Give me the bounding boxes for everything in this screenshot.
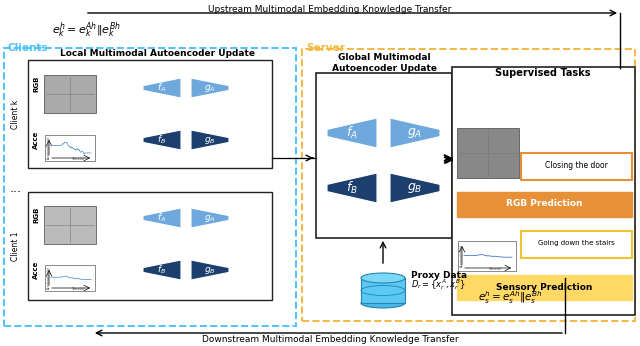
Text: ...: ... xyxy=(10,182,22,194)
Text: $g_A$: $g_A$ xyxy=(204,212,216,224)
Text: $f_A$: $f_A$ xyxy=(157,82,166,94)
Text: $f_A$: $f_A$ xyxy=(346,125,358,141)
Text: Downstream Multimodal Embedding Knowledge Transfer: Downstream Multimodal Embedding Knowledg… xyxy=(202,336,458,345)
Text: $D_r = \{x_r^A, x_r^B\}$: $D_r = \{x_r^A, x_r^B\}$ xyxy=(411,277,465,292)
Text: $g_A$: $g_A$ xyxy=(204,82,216,93)
FancyBboxPatch shape xyxy=(316,73,452,238)
Polygon shape xyxy=(143,208,181,228)
Text: $f_B$: $f_B$ xyxy=(346,180,358,196)
Text: Supervised Tasks: Supervised Tasks xyxy=(495,68,591,78)
Ellipse shape xyxy=(361,273,405,283)
Text: Acce: Acce xyxy=(33,131,39,149)
FancyBboxPatch shape xyxy=(456,274,632,300)
FancyBboxPatch shape xyxy=(45,265,95,291)
FancyBboxPatch shape xyxy=(452,67,635,315)
Text: $g_B$: $g_B$ xyxy=(204,135,216,146)
Polygon shape xyxy=(390,118,440,148)
Text: Upstream Multimodal Embedding Knowledge Transfer: Upstream Multimodal Embedding Knowledge … xyxy=(208,5,452,14)
Text: Acce: Acce xyxy=(33,261,39,279)
Polygon shape xyxy=(143,78,181,98)
FancyBboxPatch shape xyxy=(458,241,516,271)
Text: Server: Server xyxy=(306,43,345,53)
Polygon shape xyxy=(191,260,229,280)
Text: RGB Prediction: RGB Prediction xyxy=(506,200,582,209)
FancyBboxPatch shape xyxy=(28,192,272,300)
FancyBboxPatch shape xyxy=(45,135,95,161)
Text: Client 1: Client 1 xyxy=(12,231,20,261)
Polygon shape xyxy=(191,78,229,98)
FancyBboxPatch shape xyxy=(44,206,96,244)
Polygon shape xyxy=(390,173,440,203)
Polygon shape xyxy=(191,130,229,150)
Polygon shape xyxy=(327,118,377,148)
Text: $g_B$: $g_B$ xyxy=(407,181,422,195)
Text: RGB: RGB xyxy=(33,76,39,92)
Text: Clients: Clients xyxy=(8,43,49,53)
Text: $g_B$: $g_B$ xyxy=(204,264,216,275)
Text: Acceleration(g): Acceleration(g) xyxy=(47,267,51,289)
FancyBboxPatch shape xyxy=(28,60,272,168)
Text: Time(s): Time(s) xyxy=(488,267,501,271)
Text: Closing the door: Closing the door xyxy=(545,161,607,170)
Text: Time(s): Time(s) xyxy=(71,157,84,161)
Text: Going down the stairs: Going down the stairs xyxy=(538,240,614,246)
Text: $f_B$: $f_B$ xyxy=(157,264,166,276)
Text: RGB: RGB xyxy=(33,207,39,223)
Text: $e_k^h = e_k^{Ah} \| e_k^{Bh}$: $e_k^h = e_k^{Ah} \| e_k^{Bh}$ xyxy=(52,20,121,40)
Text: $f_A$: $f_A$ xyxy=(157,212,166,224)
Text: Client k: Client k xyxy=(12,99,20,129)
Text: Acceleration(g): Acceleration(g) xyxy=(460,245,463,267)
FancyBboxPatch shape xyxy=(520,153,632,180)
FancyBboxPatch shape xyxy=(361,278,405,303)
Text: Time(s): Time(s) xyxy=(71,287,84,291)
Polygon shape xyxy=(143,260,181,280)
Text: Local Multimodal Autoencoder Update: Local Multimodal Autoencoder Update xyxy=(61,48,255,57)
Text: Proxy Data: Proxy Data xyxy=(411,271,467,280)
Ellipse shape xyxy=(361,298,405,308)
FancyBboxPatch shape xyxy=(457,128,519,178)
Text: Global Multimodal
Autoencoder Update: Global Multimodal Autoencoder Update xyxy=(332,53,436,73)
FancyBboxPatch shape xyxy=(44,75,96,113)
Text: $g_A$: $g_A$ xyxy=(407,126,422,140)
Text: $e_s^h = e_s^{Ah} \| e_s^{Bh}$: $e_s^h = e_s^{Ah} \| e_s^{Bh}$ xyxy=(478,290,543,307)
Polygon shape xyxy=(143,130,181,150)
Polygon shape xyxy=(327,173,377,203)
FancyBboxPatch shape xyxy=(520,230,632,257)
Text: $f_B$: $f_B$ xyxy=(157,134,166,146)
FancyBboxPatch shape xyxy=(456,191,632,217)
Polygon shape xyxy=(191,208,229,228)
Text: Sensory Prediction: Sensory Prediction xyxy=(496,282,592,291)
Text: Acceleration(g): Acceleration(g) xyxy=(47,137,51,160)
